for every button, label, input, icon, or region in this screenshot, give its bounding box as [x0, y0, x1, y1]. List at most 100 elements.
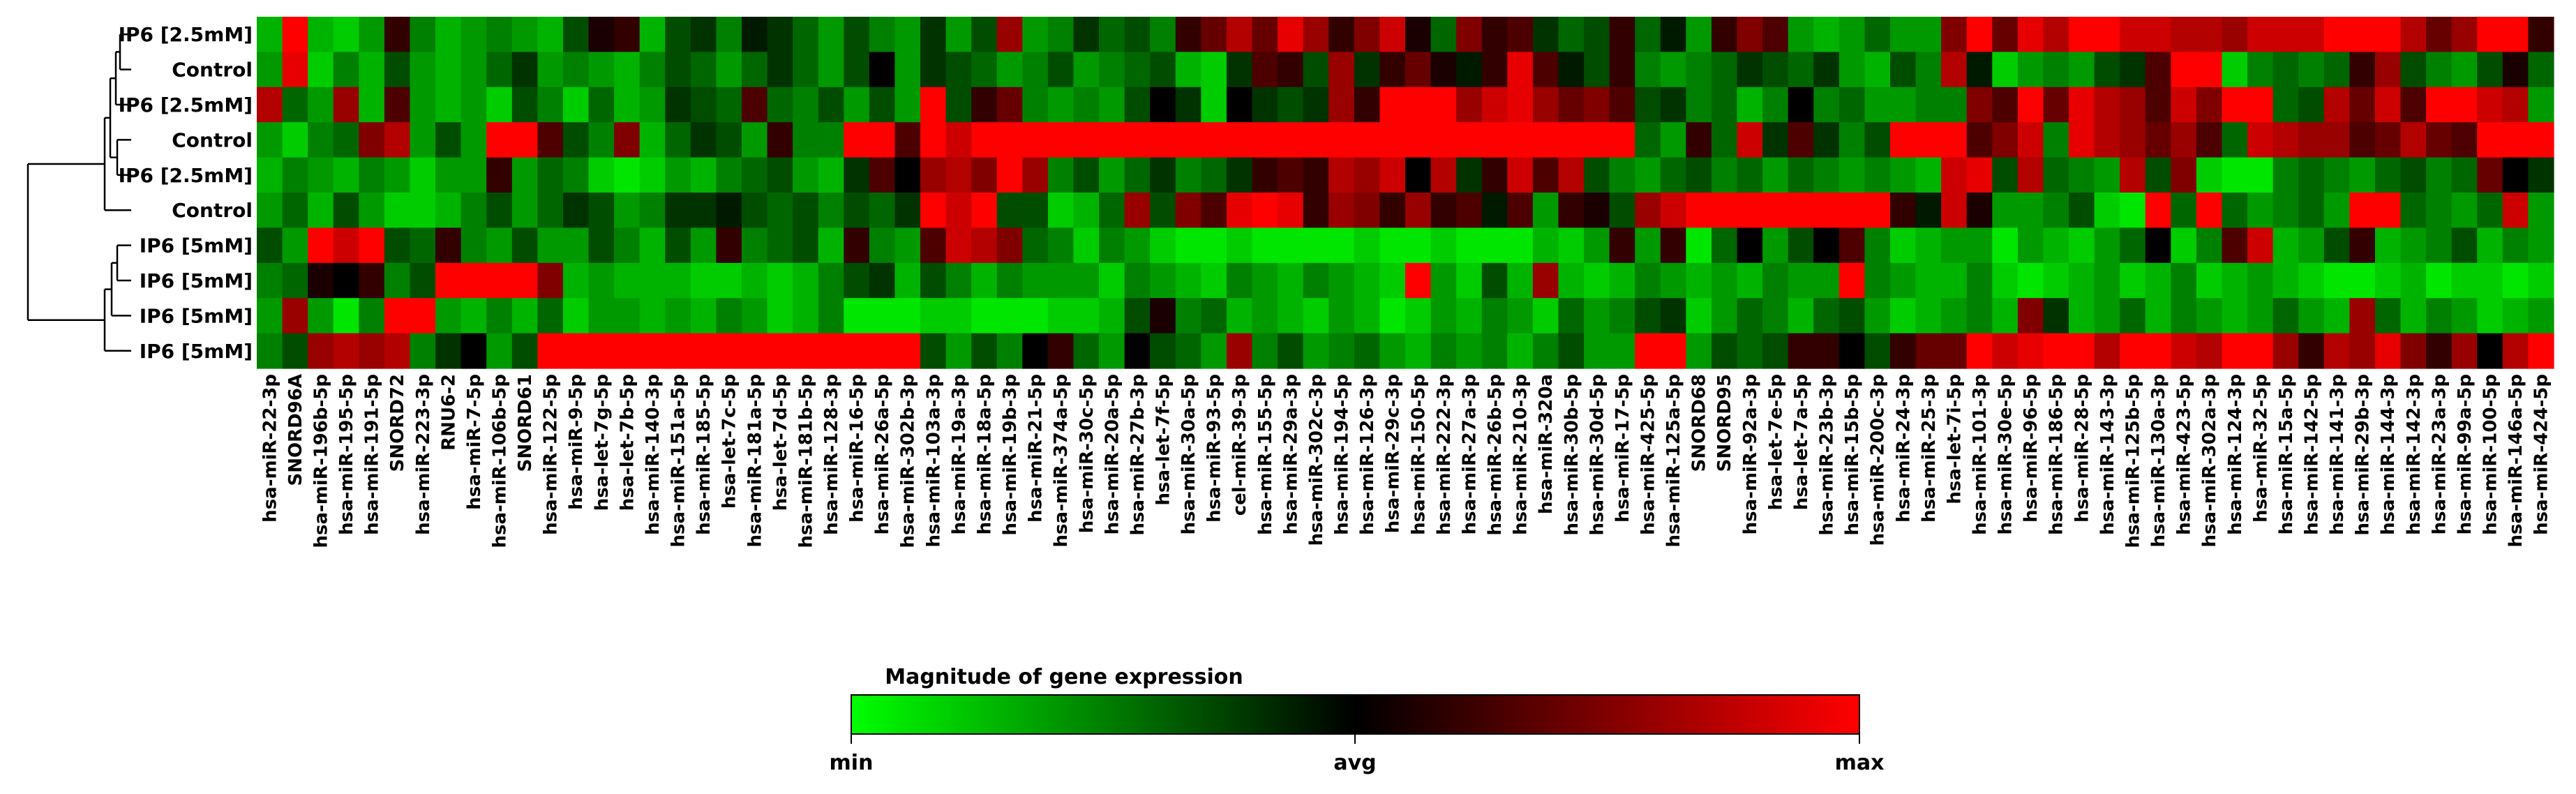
heatmap-cell: [1889, 52, 1917, 88]
heatmap-cell: [1839, 157, 1865, 193]
heatmap-cell: [1737, 227, 1763, 264]
heatmap-cell: [665, 17, 691, 52]
heatmap-cell: [920, 262, 947, 299]
heatmap-cell: [1532, 262, 1559, 299]
heatmap-cell: [2043, 122, 2069, 158]
heatmap-cell: [1584, 227, 1610, 264]
heatmap-cell: [562, 227, 590, 264]
heatmap-cell: [2043, 227, 2069, 264]
heatmap-cell: [2477, 333, 2503, 369]
heatmap-cell: [2323, 52, 2350, 88]
heatmap-cell: [1252, 157, 1278, 193]
heatmap-cell: [1941, 122, 1968, 158]
heatmap-cell: [1328, 227, 1355, 264]
heatmap-cell: [2017, 52, 2044, 88]
heatmap-cell: [1660, 122, 1686, 158]
heatmap-cell: [1328, 52, 1355, 88]
heatmap-cell: [2043, 17, 2069, 52]
heatmap-cell: [588, 262, 615, 299]
heatmap-cell: [2222, 17, 2248, 52]
heatmap-cell: [486, 52, 513, 88]
column-label: hsa-miR-155-5p: [1255, 374, 1276, 535]
heatmap-cell: [869, 227, 896, 264]
heatmap-cell: [308, 157, 334, 193]
heatmap-cell: [359, 52, 385, 88]
heatmap-cell: [1073, 17, 1100, 52]
heatmap-cell: [971, 52, 998, 88]
column-label: hsa-miR-25-3p: [1919, 374, 1940, 523]
heatmap-cell: [1737, 333, 1763, 369]
heatmap-cell: [920, 122, 947, 158]
column-label: hsa-miR-23a-3p: [2429, 374, 2450, 534]
heatmap-cell: [1328, 157, 1355, 193]
heatmap-cell: [2374, 333, 2402, 369]
heatmap-cell: [588, 122, 615, 158]
heatmap-cell: [537, 87, 564, 123]
heatmap-cell: [1941, 193, 1968, 228]
heatmap-cell: [588, 17, 615, 52]
heatmap-cell: [2247, 157, 2274, 193]
column-label: hsa-miR-92a-3p: [1740, 374, 1761, 534]
heatmap-cell: [971, 122, 998, 158]
heatmap-cell: [716, 333, 742, 369]
heatmap-cell: [410, 157, 436, 193]
heatmap-cell: [2502, 17, 2529, 52]
heatmap-cell: [1711, 87, 1738, 123]
heatmap-cell: [2477, 52, 2503, 88]
heatmap-cell: [1405, 193, 1432, 228]
heatmap-cell: [257, 333, 283, 369]
heatmap-cell: [2426, 298, 2453, 334]
heatmap-cell: [1430, 333, 1457, 369]
heatmap-cell: [996, 52, 1023, 88]
heatmap-cell: [511, 227, 538, 264]
heatmap-cell: [460, 52, 487, 88]
heatmap-cell: [665, 298, 691, 334]
heatmap-cell: [1915, 122, 1942, 158]
column-label: hsa-let-7d-5p: [770, 374, 791, 511]
heatmap-cell: [1737, 193, 1763, 228]
heatmap-cell: [1941, 157, 1968, 193]
heatmap-cell: [1278, 298, 1304, 334]
heatmap-cell: [257, 157, 283, 193]
heatmap-cell: [511, 17, 538, 52]
column-label: hsa-miR-143-3p: [2097, 374, 2118, 535]
heatmap-cell: [2502, 227, 2529, 264]
heatmap-cell: [945, 227, 972, 264]
heatmap-cell: [1864, 333, 1891, 369]
heatmap-cell: [282, 17, 308, 52]
heatmap-cell: [716, 157, 742, 193]
heatmap-cell: [1711, 157, 1738, 193]
heatmap-cell: [1660, 298, 1686, 334]
heatmap-cell: [869, 122, 896, 158]
heatmap-cell: [2451, 17, 2478, 52]
heatmap-cell: [767, 52, 793, 88]
heatmap-cell: [1558, 157, 1585, 193]
heatmap-cell: [486, 122, 513, 158]
heatmap-cell: [333, 52, 359, 88]
heatmap-cell: [1609, 17, 1635, 52]
heatmap-cell: [767, 157, 793, 193]
heatmap-cell: [767, 333, 793, 369]
heatmap-cell: [920, 298, 947, 334]
heatmap-cell: [2272, 17, 2299, 52]
heatmap-cell: [308, 122, 334, 158]
heatmap-cell: [1762, 193, 1789, 228]
heatmap-cell: [1456, 193, 1483, 228]
heatmap-cell: [2247, 122, 2274, 158]
heatmap-cell: [2145, 262, 2171, 299]
heatmap-cell: [1278, 333, 1304, 369]
heatmap-cell: [282, 87, 308, 123]
heatmap-cell: [767, 17, 793, 52]
legend-colorbar: [851, 694, 1860, 735]
heatmap-cell: [1941, 227, 1968, 264]
heatmap-cell: [2171, 17, 2197, 52]
heatmap-cell: [1915, 17, 1942, 52]
heatmap-cell: [2120, 298, 2146, 334]
heatmap-cell: [1813, 262, 1840, 299]
column-label: hsa-let-7c-5p: [719, 374, 740, 509]
heatmap-cell: [614, 17, 641, 52]
heatmap-cell: [690, 122, 717, 158]
heatmap-cell: [996, 87, 1023, 123]
heatmap-cell: [486, 298, 513, 334]
heatmap-cell: [1481, 157, 1508, 193]
